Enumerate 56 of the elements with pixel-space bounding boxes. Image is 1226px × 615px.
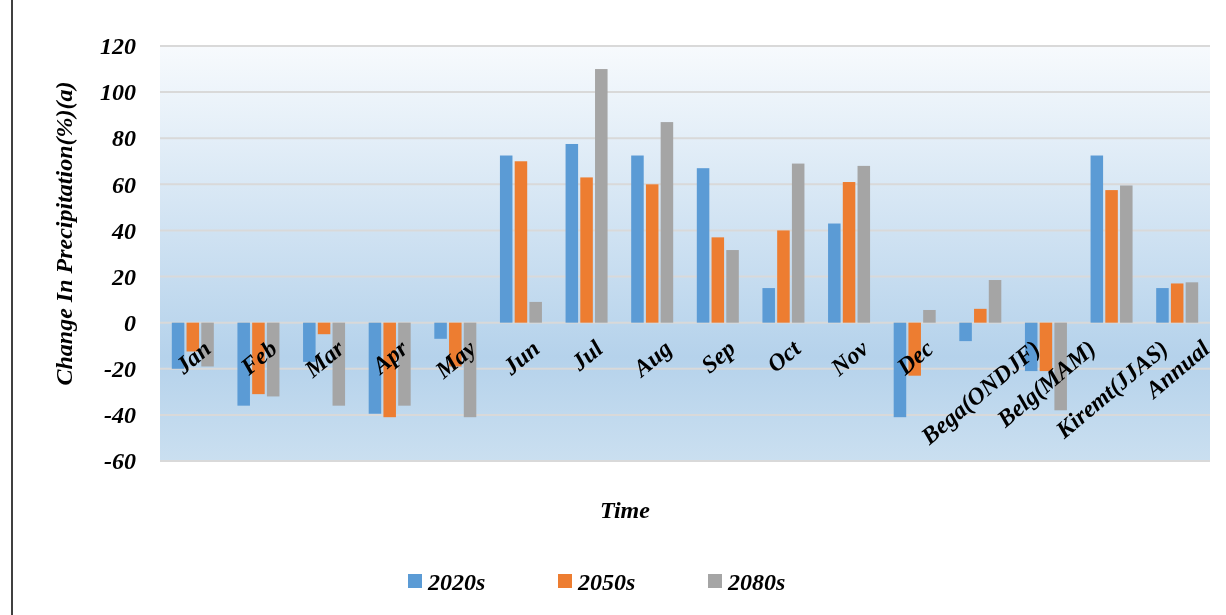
bar	[1170, 283, 1184, 323]
x-axis-title: Time	[600, 497, 651, 523]
y-tick-label: 20	[111, 263, 136, 290]
bar	[762, 288, 775, 323]
x-tick-label: Aug	[626, 335, 677, 383]
legend-label: 2050s	[577, 569, 636, 596]
bar	[317, 322, 331, 335]
y-tick-label: 80	[112, 125, 136, 152]
x-tick-label: Feb	[234, 335, 282, 381]
bar	[631, 155, 644, 323]
y-tick-label: 40	[111, 217, 136, 244]
x-tick-label: Apr	[365, 334, 414, 381]
bar	[923, 309, 936, 323]
bar	[499, 155, 513, 323]
y-axis-title: Change In Precipitation(%)(a)	[51, 81, 77, 386]
bar	[791, 163, 805, 323]
bar	[974, 308, 987, 323]
x-tick-label: May	[429, 334, 482, 384]
legend-label: 2080s	[727, 569, 786, 596]
bar	[959, 322, 972, 342]
x-tick-label: Oct	[762, 334, 807, 378]
bar	[1185, 282, 1199, 323]
bar	[529, 301, 542, 323]
bar	[1090, 155, 1104, 323]
bar	[842, 182, 856, 323]
y-tick-label: -40	[104, 402, 136, 429]
y-tick-label: 0	[124, 309, 136, 336]
bar	[645, 184, 659, 323]
bar	[1120, 185, 1133, 323]
legend-label: 2020s	[427, 569, 486, 596]
bar	[1105, 190, 1118, 323]
bar	[988, 280, 1002, 323]
bar	[434, 322, 447, 339]
bar	[726, 250, 739, 323]
x-tick-label: Jan	[169, 335, 216, 380]
bar	[595, 69, 608, 323]
x-tick-label: Jun	[497, 335, 545, 381]
bar	[565, 143, 579, 323]
x-tick-label: Sep	[695, 335, 741, 379]
x-tick-label: Nov	[824, 334, 874, 382]
x-tick-label: Mar	[298, 334, 350, 384]
y-tick-label: -60	[104, 448, 136, 475]
bar	[828, 223, 841, 323]
bar	[857, 165, 871, 323]
y-tick-label: 100	[100, 79, 136, 106]
y-tick-label: -20	[104, 355, 136, 382]
bar	[777, 230, 790, 323]
y-tick-label: 120	[100, 33, 136, 60]
bar	[580, 177, 593, 323]
bar	[1156, 288, 1169, 323]
bar	[696, 168, 710, 323]
bar	[660, 122, 674, 323]
x-tick-label: Jul	[565, 334, 608, 377]
bar	[514, 161, 528, 323]
bar	[711, 237, 725, 323]
y-tick-label: 60	[112, 171, 136, 198]
